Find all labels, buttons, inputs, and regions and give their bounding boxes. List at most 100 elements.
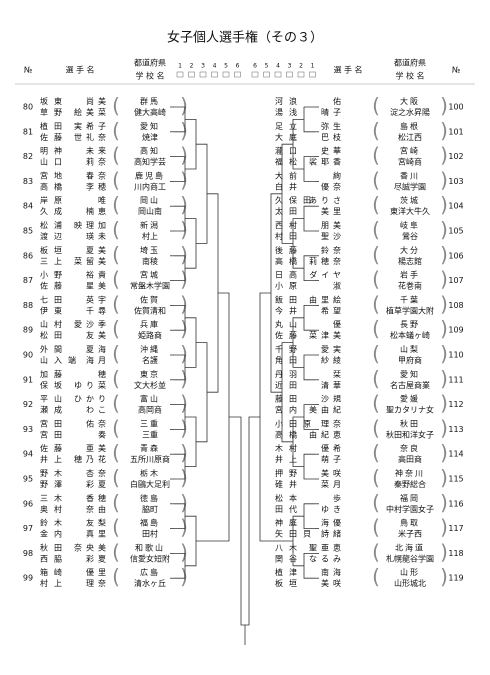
player-given: 佑奈 [86,418,110,428]
pref-header: 都道府県 [134,58,166,68]
paren: ) [180,441,188,465]
player-given: 南海 [321,567,345,577]
round-label: 5 [265,63,269,70]
prefecture: 山形 [400,567,420,577]
paren: ( [372,565,380,589]
player-given: 美里 [321,206,345,216]
paren: ( [112,317,120,341]
prefecture: 奈良 [400,443,420,453]
school: 甲府商 [398,355,422,365]
paren: ) [180,218,188,242]
school: 名護 [142,355,158,365]
player-given: 莉奈 [86,157,110,167]
paren: ) [440,168,448,192]
player-surname: 野澤 [40,479,68,489]
paren: ) [180,242,188,266]
prefecture: 宮城 [140,270,160,280]
school: 信愛女短附 [130,553,170,563]
paren: ( [112,118,120,142]
player-given: 朋美 [321,220,345,230]
paren: ( [112,441,120,465]
paren: ( [372,342,380,366]
player-surname: 佐藤 [40,443,68,453]
entry-no: 89 [23,326,33,335]
paren: ( [112,267,120,291]
paren: ) [180,540,188,564]
player-surname: 宮内 [275,405,303,415]
player-surname: 近田 [275,380,303,390]
paren: ) [440,490,448,514]
player-given: 彩夏 [86,553,110,563]
player-surname: 宮田 [40,418,68,428]
player-surname: 外間 [40,344,68,354]
round-label: 4 [276,63,280,70]
entry-no: 92 [23,400,33,409]
players-header: 選 手 名 [65,65,94,75]
paren: ) [440,94,448,118]
school: 尽誠学園 [394,181,426,191]
player-surname: 三上 [40,257,68,266]
player-surname: 足立 [275,121,303,131]
player-surname: 村田 [275,231,303,241]
player-given: 優奈 [321,181,345,191]
round-box [211,71,218,78]
paren: ) [440,466,448,490]
paren: ) [180,490,188,514]
player-surname: 湯浅 [275,107,303,117]
round-box [286,71,293,78]
round-label: 1 [178,63,182,70]
school: 札幌龍谷学園 [386,553,434,563]
paren: ) [440,342,448,366]
player-given: 歩 [333,493,345,503]
school: 花巻南 [398,281,422,291]
entry-no: 90 [23,351,33,360]
entry-no: 93 [23,425,33,434]
entry-no: 114 [448,450,463,459]
player-given: わこ [86,406,110,415]
player-surname: 瀬成 [40,405,68,415]
school: 宮崎商 [398,157,422,167]
paren: ( [372,366,380,390]
player-given: 由里絵 [309,294,345,304]
paren: ) [180,143,188,167]
player-surname: 三木 [40,493,68,503]
player-given: 晴子 [321,107,345,117]
player-given: 唯 [98,195,110,205]
player-surname: 保坂 [40,380,68,390]
prefecture: 東京 [140,369,160,379]
paren: ) [440,515,448,539]
school: 秋田和洋女子 [386,429,434,439]
school: 中村学園女子 [386,504,434,514]
paren: ) [440,267,448,291]
no-header: № [24,66,33,75]
school: 焼津 [142,132,158,142]
player-given: 穂乃花 [74,454,110,464]
player-given: 愛沙季 [74,319,110,329]
paren: ) [180,416,188,440]
paren: ) [180,193,188,217]
paren: ) [180,342,188,366]
paren: ( [112,143,120,167]
entry-no: 87 [23,276,33,285]
player-given: ダイヤ [309,270,345,280]
player-surname: 草野 [40,107,68,117]
player-given: 鈴奈 [321,245,345,255]
prefecture: 鹿児島 [135,170,165,180]
prefecture: 沖縄 [140,344,160,354]
player-given: 英宇 [86,294,110,304]
player-surname: 佐藤 [275,330,303,340]
paren: ( [112,218,120,242]
prefecture: 愛媛 [400,394,420,404]
player-given: 淑 [333,281,345,291]
prefecture: 和歌山 [135,542,165,552]
paren: ( [112,94,120,118]
player-given: 裕貴 [86,270,110,280]
player-given: 穂 [98,369,110,379]
player-given: 真里 [86,529,110,539]
round-box [234,71,241,78]
paren: ( [112,416,120,440]
player-surname: 飯田 [275,294,303,304]
school: 鶯谷 [402,231,418,241]
entry-no: 98 [23,549,33,558]
